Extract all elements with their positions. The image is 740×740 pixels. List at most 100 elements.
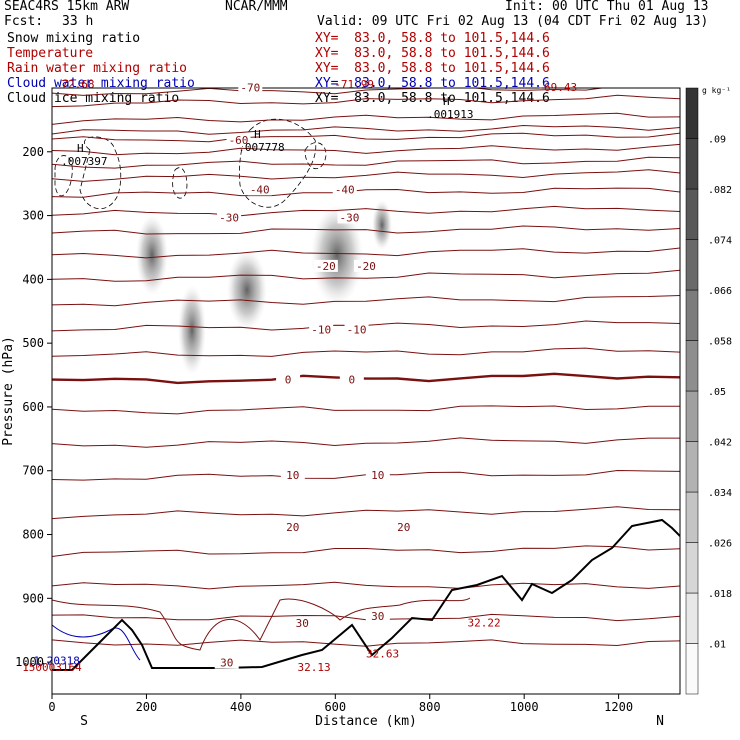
- temperature-label-bg-14: [280, 520, 305, 533]
- isotherm-0: [52, 88, 606, 96]
- high-marker-1: H: [254, 128, 261, 141]
- high-value-0: .007397: [61, 155, 107, 168]
- header-init: Init: 00 UTC Thu 01 Aug 13: [505, 0, 709, 14]
- cloud-water-contour: [52, 624, 141, 661]
- isotherm-3: [52, 124, 680, 135]
- high-marker-2: H: [443, 95, 450, 108]
- temperature-label-7: -20: [356, 260, 376, 273]
- isotherm-11: [52, 247, 680, 259]
- isotherm-4: [52, 132, 680, 143]
- header-valid: Valid: 09 UTC Fri 02 Aug 13 (04 CDT Fri …: [317, 14, 709, 29]
- temperature-label-15: 20: [397, 521, 410, 534]
- cloud-ice-contour-4: [304, 142, 327, 170]
- y-tick-label-0: 200: [22, 145, 44, 159]
- temperature-label-11: 0: [349, 373, 356, 386]
- isotherm-18: [52, 437, 680, 448]
- y-tick-label-3: 500: [22, 336, 44, 350]
- temperature-label-6: -20: [316, 260, 336, 273]
- x-tick-label-5: 1000: [510, 700, 539, 714]
- extremum-label-1: -71.99: [334, 78, 374, 91]
- field-cloud-water: Cloud water mixing ratio: [7, 76, 195, 91]
- colorbar-band-6: [685, 340, 699, 392]
- extremum-label-7: 150003164: [22, 661, 82, 674]
- colorbar-tick-1: .018: [708, 589, 732, 600]
- end-label-north: N: [656, 714, 664, 729]
- extremum-label-2: -69.43: [537, 81, 577, 94]
- mixing-ratio-shading-4: [372, 200, 392, 250]
- temperature-label-1: -60: [229, 134, 249, 147]
- mixing-ratio-shading-2: [227, 250, 267, 330]
- colorbar-band-5: [685, 390, 699, 442]
- field-snow: Snow mixing ratio: [7, 31, 141, 46]
- colorbar-band-2: [685, 542, 699, 594]
- temperature-label-bg-0: [238, 81, 263, 94]
- temperature-label-bg-6: [313, 259, 338, 272]
- field-temperature: Temperature: [7, 46, 94, 61]
- isotherm-10: [52, 225, 680, 235]
- y-tick-label-6: 800: [22, 528, 44, 542]
- x-tick-label-3: 600: [324, 700, 346, 714]
- temperature-label-bg-15: [391, 520, 416, 533]
- extremum-label-6: 1.20318: [34, 655, 80, 668]
- colorbar-band-9: [685, 188, 699, 240]
- cloud-ice-contour-1: [54, 155, 73, 197]
- colorbar-band-3: [685, 491, 699, 543]
- temperature-label-bg-16: [290, 617, 315, 630]
- isotherm-16: [52, 372, 680, 385]
- temperature-label-bg-2: [247, 183, 272, 196]
- isotherm-17: [52, 405, 680, 415]
- temperature-label-bg-18: [214, 656, 239, 669]
- temperature-label-bg-7: [354, 259, 378, 272]
- y-axis-label: Pressure (hPa): [1, 336, 16, 446]
- x-tick-label-0: 0: [48, 700, 55, 714]
- field-xy-rain: XY= 83.0, 58.8 to 101.5,144.6: [315, 61, 550, 76]
- colorbar-band-7: [685, 289, 699, 341]
- isotherm-6: [52, 156, 680, 169]
- y-tick-label-2: 400: [22, 272, 44, 286]
- colorbar-tick-9: .082: [708, 185, 732, 196]
- colorbar-tick-0: .01: [708, 640, 726, 651]
- temperature-label-9: -10: [347, 324, 367, 337]
- temperature-label-14: 20: [286, 521, 299, 534]
- temperature-label-bg-10: [276, 373, 301, 386]
- isotherm-1: [52, 94, 680, 108]
- extremum-label-4: 32.63: [366, 648, 399, 661]
- isotherm-2: [52, 112, 680, 125]
- field-xy-snow: XY= 83.0, 58.8 to 101.5,144.6: [315, 31, 550, 46]
- field-rain: Rain water mixing ratio: [7, 61, 188, 76]
- colorbar-band-8: [685, 239, 699, 291]
- isotherm-13: [52, 295, 680, 307]
- temperature-label-17: 30: [371, 610, 384, 623]
- temperature-label-bg-3: [332, 183, 357, 196]
- colorbar-tick-6: .058: [708, 337, 732, 348]
- isotherm-15: [52, 347, 680, 357]
- field-xy-temperature: XY= 83.0, 58.8 to 101.5,144.6: [315, 46, 550, 61]
- x-tick-label-1: 200: [136, 700, 158, 714]
- cloud-ice-contour-3: [239, 118, 317, 208]
- y-tick-label-4: 600: [22, 400, 44, 414]
- extremum-label-0: 72.68: [61, 78, 94, 91]
- extremum-label-3: 32.13: [297, 661, 330, 674]
- colorbar-tick-10: .09: [708, 135, 726, 146]
- field-xy-cloud-ice: XY= 83.0, 58.8 to 101.5,144.6: [315, 91, 550, 106]
- colorbar-tick-7: .066: [708, 286, 732, 297]
- temperature-label-8: -10: [311, 324, 331, 337]
- temperature-label-16: 30: [296, 617, 309, 630]
- temperature-label-18: 30: [220, 657, 233, 670]
- field-xy-cloud-water: XY= 83.0, 58.8 to 101.5,144.6: [315, 76, 550, 91]
- isotherm-30-near-surface: [52, 597, 471, 651]
- y-tick-label-1: 300: [22, 209, 44, 223]
- colorbar-unit: g kg⁻¹: [702, 86, 731, 95]
- temperature-label-bg-12: [280, 469, 305, 482]
- high-value-2: .001913: [427, 108, 473, 121]
- isotherm-9: [52, 205, 680, 217]
- mixing-ratio-shading-0: [136, 215, 168, 295]
- temperature-label-3: -40: [335, 183, 355, 196]
- temperature-label-0: -70: [240, 81, 260, 94]
- temperature-label-2: -40: [250, 183, 270, 196]
- x-axis-label: Distance (km): [315, 714, 417, 729]
- colorbar-band-0: [685, 643, 699, 695]
- header-fcst-value: 33 h: [62, 14, 94, 29]
- header-model: SEAC4RS 15km ARW: [4, 0, 130, 14]
- isotherm-5: [52, 143, 680, 156]
